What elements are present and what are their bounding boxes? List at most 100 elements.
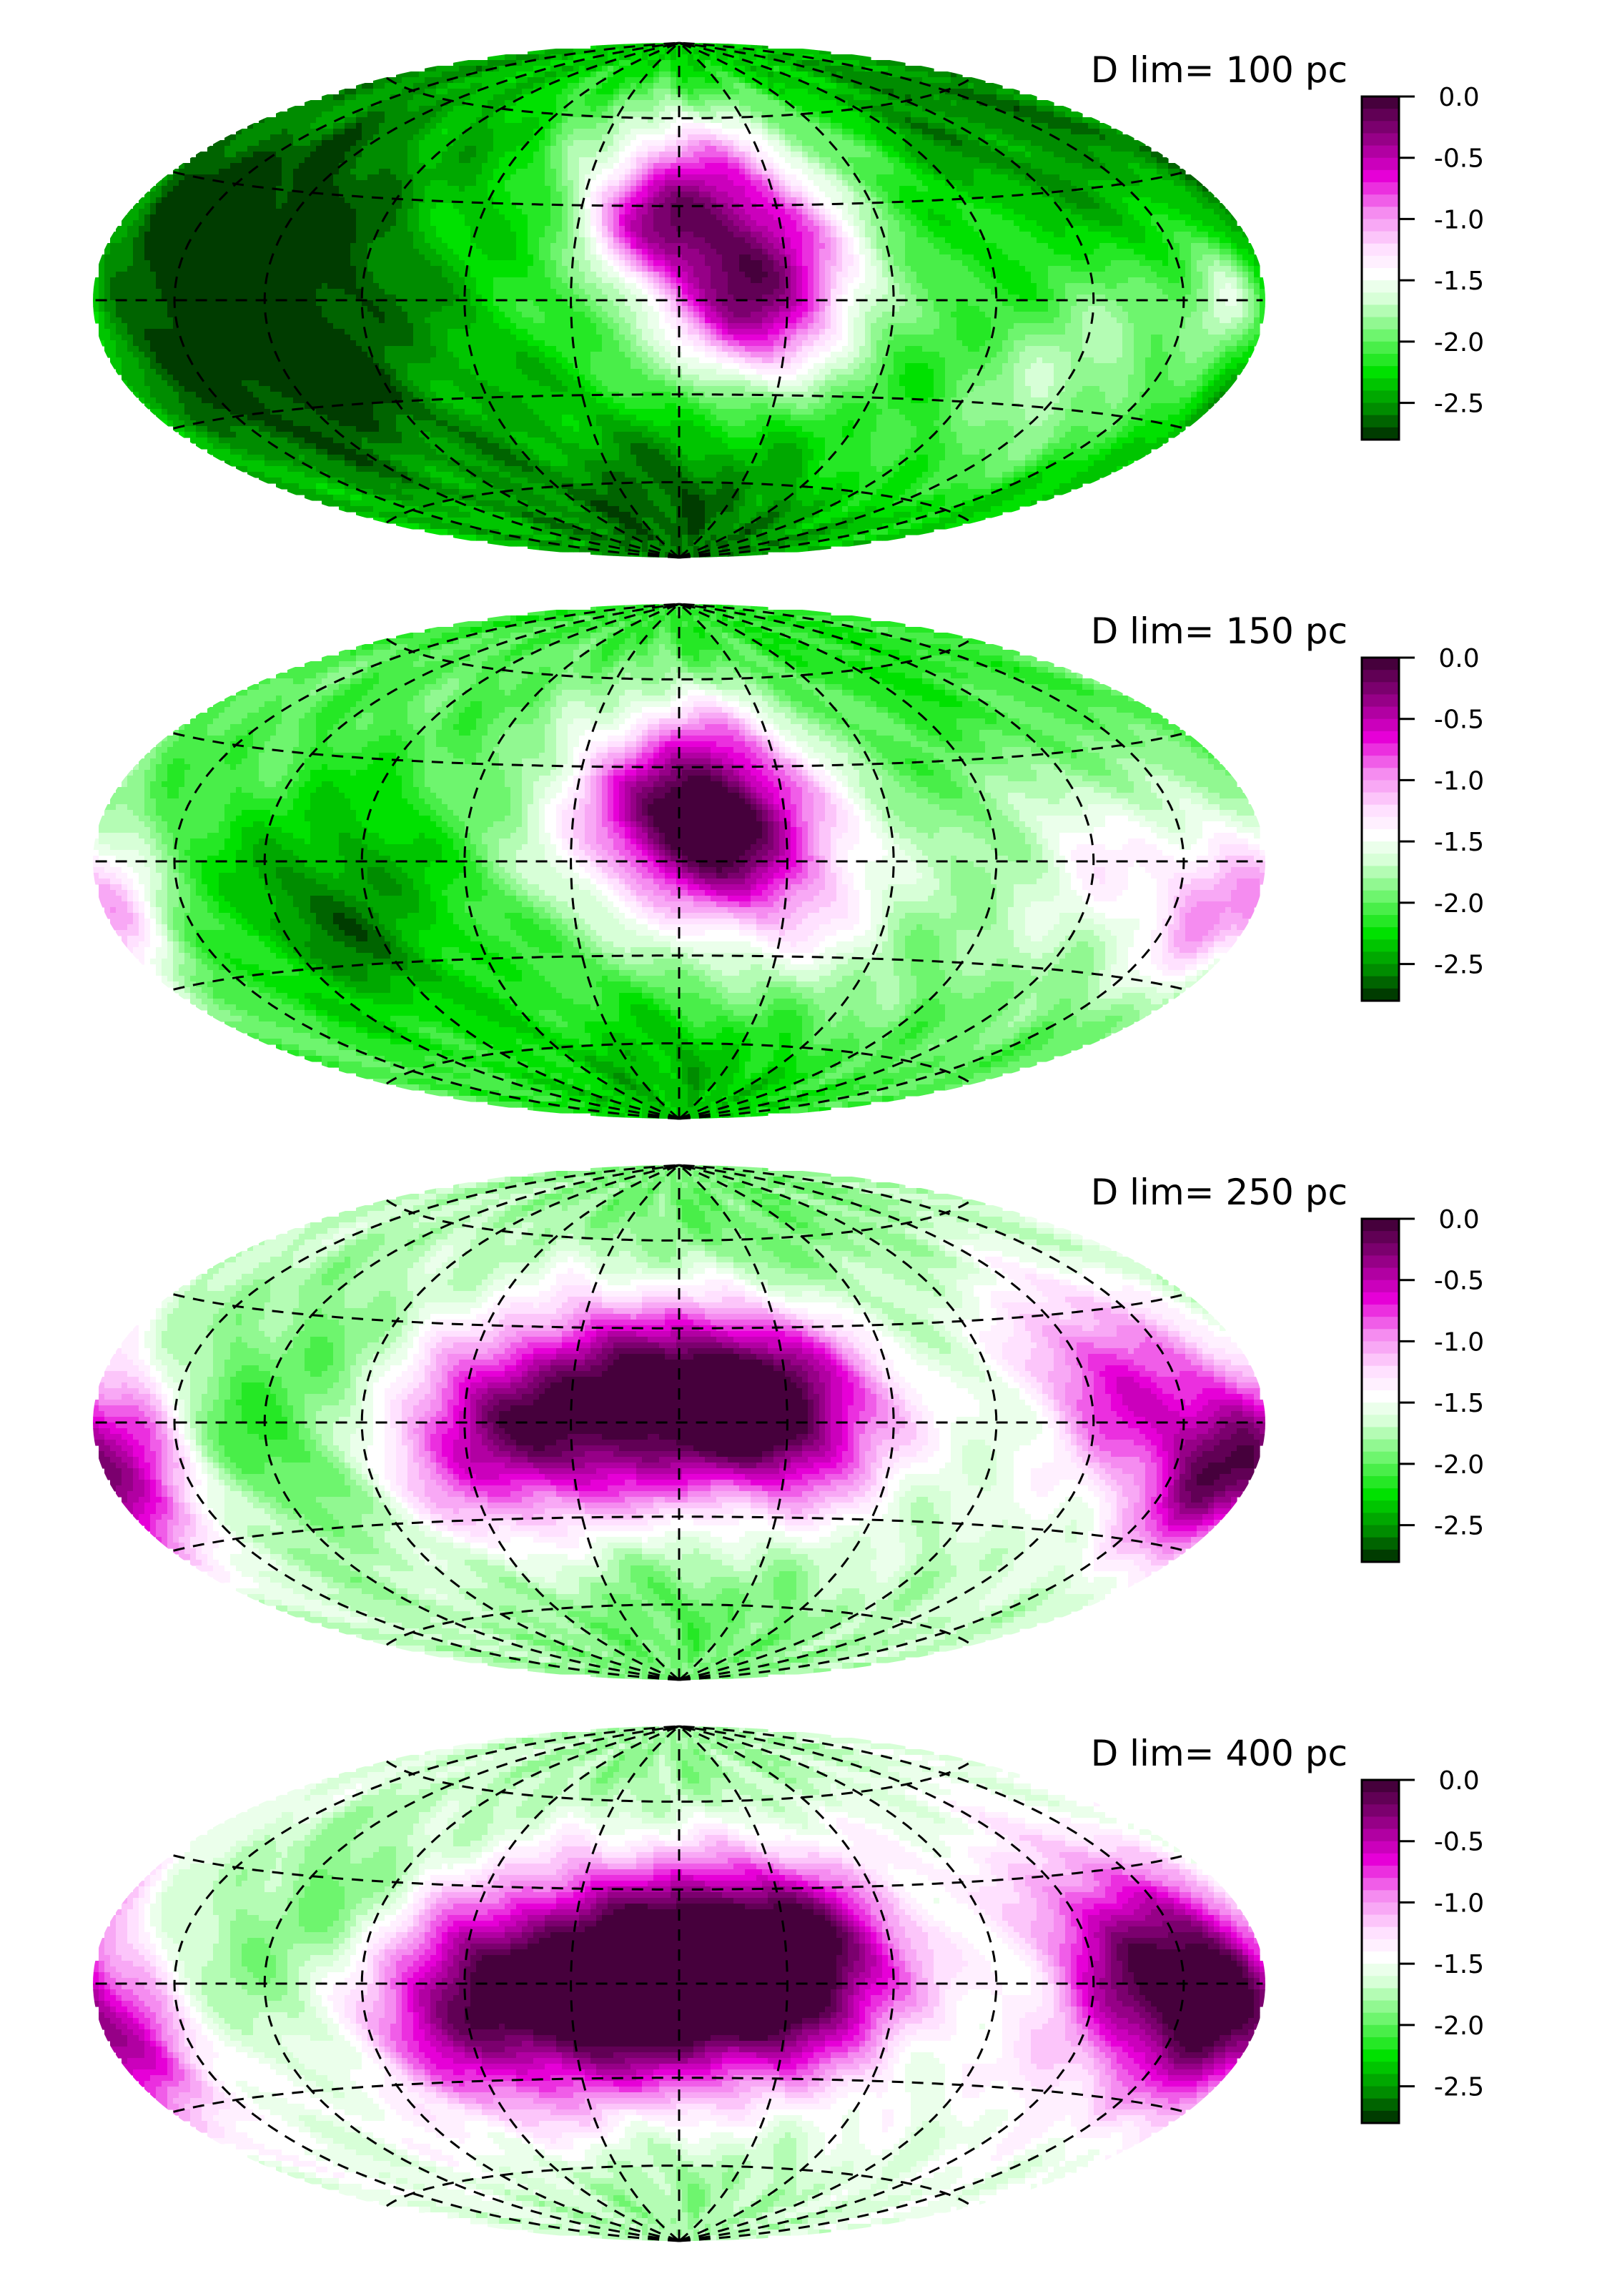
colorbar-segment [1362, 268, 1399, 281]
meridian-line [678, 41, 1095, 559]
colorbar-segment [1362, 1267, 1399, 1281]
colorbar-segment [1362, 1926, 1399, 1940]
meridian-line [678, 41, 895, 559]
colorbar-segment [1362, 1976, 1399, 1989]
colorbar-segment [1362, 951, 1399, 965]
colorbar-segment [1362, 121, 1399, 134]
colorbar-segment [1362, 243, 1399, 257]
colorbar-tick-label: -2.0 [1434, 328, 1484, 357]
colorbar-segment [1362, 1816, 1399, 1830]
parallel-line [386, 1042, 972, 1085]
colorbar-tick-label: -1.0 [1434, 766, 1484, 796]
colorbar-segment [1362, 97, 1399, 109]
graticule [95, 41, 1263, 559]
colorbar-segment [1362, 804, 1399, 818]
colorbar-segment [1362, 2024, 1399, 2038]
colorbar-tick-label: -2.5 [1434, 951, 1484, 980]
colorbar-segment [1362, 915, 1399, 928]
meridian-line [463, 603, 680, 1120]
colorbar-segment [1362, 219, 1399, 232]
colorbar-segment [1362, 964, 1399, 977]
colorbar-frame [1360, 1217, 1400, 1563]
colorbar-tick-label: -0.5 [1434, 1267, 1484, 1296]
colorbar-segment [1362, 280, 1399, 293]
colorbar-segment [1362, 988, 1399, 1001]
colorbar-tick-label: -1.0 [1434, 1327, 1484, 1357]
colorbar-tick-label: -1.5 [1434, 267, 1484, 296]
meridian-line [678, 41, 998, 559]
colorbar-segment [1362, 1353, 1399, 1367]
colorbar-segment [1362, 658, 1399, 671]
colorbar-segment [1362, 145, 1399, 159]
colorbar-segment [1362, 1853, 1399, 1866]
meridian-line [360, 41, 680, 559]
meridian-line [463, 41, 680, 559]
colorbar-tick-label: 0.0 [1438, 1205, 1479, 1234]
colorbar-segment [1362, 1402, 1399, 1415]
meridian-line [678, 1164, 895, 1681]
colorbar-segment [1362, 1939, 1399, 1952]
colorbar-segment [1362, 157, 1399, 171]
parallel-line [386, 481, 972, 524]
graticule [95, 603, 1263, 1120]
meridian-line [678, 603, 895, 1120]
colorbar-segment [1362, 427, 1399, 440]
colorbar-segment [1362, 133, 1399, 147]
colorbar-segment [1362, 853, 1399, 866]
meridian-line [678, 1725, 1095, 2242]
colorbar-tick-label: 0.0 [1438, 1766, 1479, 1796]
colorbar-segment [1362, 194, 1399, 207]
colorbar-segment [1362, 1488, 1399, 1501]
colorbar-segment [1362, 1255, 1399, 1269]
colorbar-segment [1362, 976, 1399, 989]
colorbar-segment [1362, 415, 1399, 428]
colorbar-segment [1362, 169, 1399, 183]
meridian-line [678, 1164, 1095, 1681]
colorbar-segment [1362, 2110, 1399, 2124]
colorbar-segment [1362, 670, 1399, 683]
colorbar-segment [1362, 109, 1399, 122]
colorbar-segment [1362, 378, 1399, 391]
colorbar-segment [1362, 927, 1399, 940]
sky-map-panel: D lim= 400 pc 0.0 -0.5 -1.0 -1.5 -2.0 -2.5 [93, 1725, 1484, 2242]
colorbar: 0.0 -0.5 -1.0 -1.5 -2.0 -2.5 [1360, 83, 1484, 441]
parallel-line [386, 2164, 972, 2207]
colorbar-segment [1362, 694, 1399, 708]
colorbar-segment [1362, 866, 1399, 879]
meridian-line [678, 1164, 788, 1681]
colorbar-segment [1362, 756, 1399, 768]
colorbar-segment [1362, 1964, 1399, 1976]
colorbar-segment [1362, 1415, 1399, 1427]
colorbar-tick-label: -0.5 [1434, 706, 1484, 735]
colorbar-segment [1362, 731, 1399, 744]
sky-map-panel: D lim= 100 pc 0.0 -0.5 -1.0 -1.5 -2.0 -2.5 [93, 41, 1484, 559]
meridian-line [360, 1164, 680, 1681]
meridian-line [173, 1725, 680, 2242]
colorbar-segment [1362, 1549, 1399, 1563]
panel-title: D lim= 100 pc [1091, 49, 1348, 91]
colorbar-segment [1362, 231, 1399, 244]
colorbar-segment [1362, 1792, 1399, 1805]
colorbar-segment [1362, 329, 1399, 342]
meridian-line [678, 603, 998, 1120]
graticule [95, 1164, 1263, 1681]
colorbar-segment [1362, 1390, 1399, 1403]
panel-title: D lim= 150 pc [1091, 610, 1348, 652]
colorbar-segment [1362, 878, 1399, 891]
parallel-line [386, 1603, 972, 1646]
colorbar-segment [1362, 1988, 1399, 2001]
colorbar-segment [1362, 1280, 1399, 1293]
colorbar-frame [1360, 656, 1400, 1002]
colorbar-segment [1362, 1231, 1399, 1244]
colorbar-segment [1362, 1219, 1399, 1232]
colorbar: 0.0 -0.5 -1.0 -1.5 -2.0 -2.5 [1360, 1766, 1484, 2124]
colorbar-segment [1362, 1537, 1399, 1550]
meridian-line [678, 1164, 998, 1681]
colorbar-tick-label: -2.5 [1434, 390, 1484, 419]
meridian-line [570, 603, 680, 1120]
sky-map-panel: D lim= 250 pc 0.0 -0.5 -1.0 -1.5 -2.0 -2.5 [93, 1164, 1484, 1681]
colorbar-segment [1362, 341, 1399, 355]
colorbar-segment [1362, 1427, 1399, 1440]
parallel-line [386, 1760, 972, 1803]
colorbar-segment [1362, 1377, 1399, 1391]
